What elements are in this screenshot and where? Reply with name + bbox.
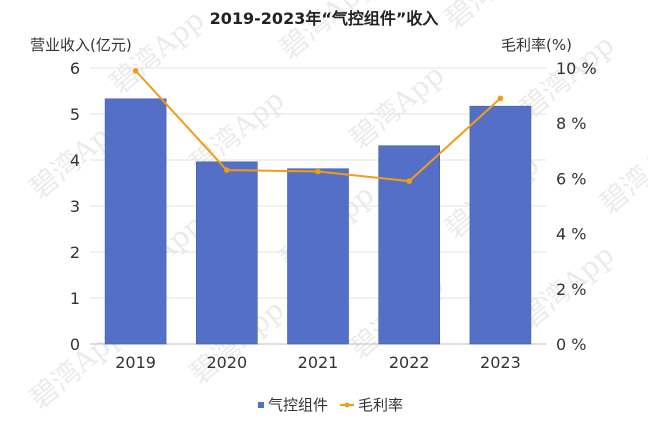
y2-tick-label: 2 % — [556, 280, 586, 299]
bar — [469, 105, 532, 345]
bar-series — [104, 98, 532, 345]
legend: 气控组件 毛利率 — [258, 396, 403, 414]
y-tick-label: 4 — [70, 151, 80, 170]
y2-tick-label: 6 % — [556, 169, 586, 188]
y2-axis-ticks: 0 % 2 % 4 % 6 % 8 % 10 % — [556, 59, 597, 354]
legend-bar-swatch — [258, 402, 264, 408]
line-series — [132, 67, 504, 184]
bar — [104, 98, 167, 345]
watermark-text: 碧湾App — [343, 58, 450, 155]
footer-text: 雪球：碧湾信息 — [502, 403, 614, 422]
y-tick-label: 2 — [70, 243, 80, 262]
bar — [287, 168, 349, 345]
x-tick-label: 2021 — [298, 353, 339, 372]
watermark-text: 碧湾App — [593, 123, 648, 220]
watermark-text: 碧湾App — [438, 0, 545, 35]
y-tick-label: 5 — [70, 105, 80, 124]
y-tick-label: 0 — [70, 335, 80, 354]
legend-bar-label: 气控组件 — [268, 396, 328, 414]
footer-watermark: ❀ 雪球：碧湾信息 — [484, 403, 614, 422]
x-tick-label: 2020 — [206, 353, 247, 372]
margin-point — [224, 167, 230, 173]
bar — [378, 145, 441, 345]
margin-point — [406, 178, 413, 184]
margin-point — [132, 67, 139, 74]
y-tick-label: 6 — [70, 59, 80, 78]
x-tick-label: 2022 — [389, 353, 430, 372]
y-tick-label: 1 — [70, 289, 80, 308]
y2-tick-label: 10 % — [556, 59, 597, 78]
y2-tick-label: 8 % — [556, 114, 586, 133]
y-tick-label: 3 — [70, 197, 80, 216]
margin-point — [315, 168, 321, 175]
chart-title: 2019-2023年“气控组件”收入 — [210, 9, 439, 28]
y2-tick-label: 4 % — [556, 225, 586, 244]
y-axis-ticks: 0 1 2 3 4 5 6 — [70, 59, 80, 354]
y2-axis-label: 毛利率(%) — [501, 36, 572, 54]
bar — [196, 161, 258, 345]
y-axis-label: 营业收入(亿元) — [30, 36, 132, 54]
margin-point — [497, 95, 504, 102]
footer-icon: ❀ — [484, 406, 496, 422]
legend-line-marker — [344, 402, 350, 408]
x-tick-label: 2023 — [480, 353, 521, 372]
legend-line-label: 毛利率 — [358, 396, 403, 414]
y2-tick-label: 0 % — [556, 335, 586, 354]
x-tick-label: 2019 — [115, 353, 156, 372]
x-axis-ticks: 2019 2020 2021 2022 2023 — [115, 353, 521, 372]
